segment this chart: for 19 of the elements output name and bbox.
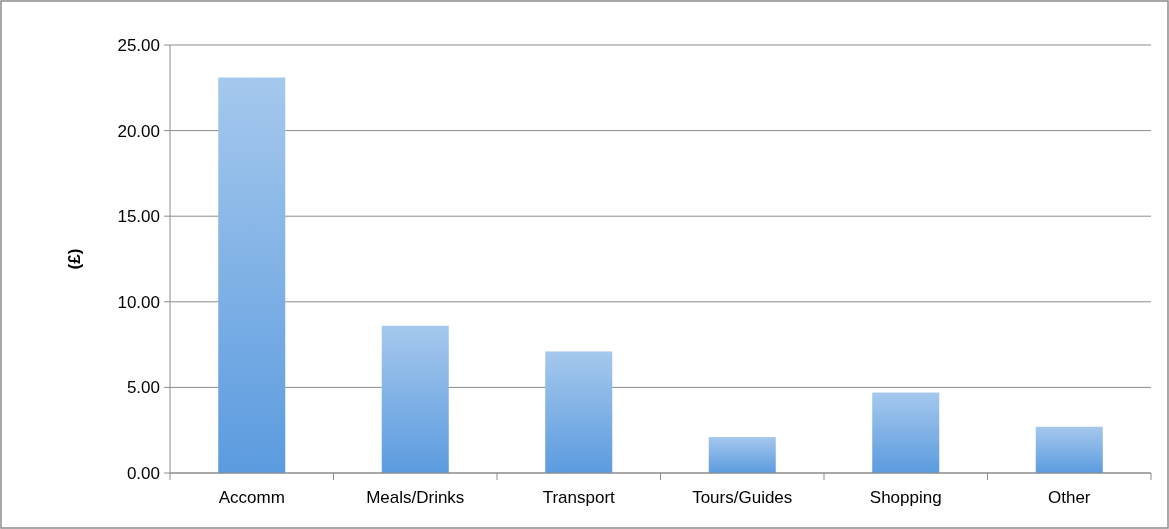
bar [381,325,449,473]
x-tick-label: Transport [542,488,616,507]
bar [708,437,776,473]
y-tick-label: 15.00 [117,207,160,227]
y-axis-title: (£) [65,248,84,270]
x-tick-label: Meals/Drinks [366,488,465,507]
bar [1035,426,1103,473]
y-tick-label: 20.00 [117,121,160,141]
bar [872,392,940,473]
y-tick-label: 10.00 [117,292,160,312]
y-tick-label: 25.00 [117,35,160,55]
x-tick-label: Other [1047,488,1091,507]
y-tick-label: 5.00 [126,378,160,398]
x-tick-label: Shopping [869,488,942,507]
x-tick-label: Tours/Guides [692,488,793,507]
bar [545,351,613,473]
y-tick-label: 0.00 [126,463,160,483]
x-tick-label: Accomm [218,488,285,507]
bar [218,77,286,473]
